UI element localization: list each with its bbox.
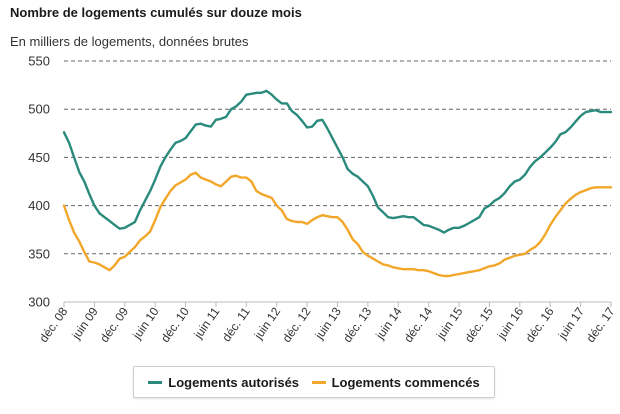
x-tick-label: déc. 13	[340, 304, 374, 345]
x-tick-label: déc. 17	[583, 304, 617, 345]
y-tick-label: 500	[28, 102, 50, 117]
legend-item-commences[interactable]: Logements commencés	[311, 374, 480, 390]
x-tick-label: déc. 14	[401, 304, 435, 345]
legend-swatch-autorises	[148, 380, 163, 384]
chart-legend: Logements autorisés Logements commencés	[133, 366, 495, 398]
legend-item-autorises[interactable]: Logements autorisés	[148, 375, 299, 390]
y-tick-label: 450	[28, 150, 50, 165]
series-line-commences	[62, 171, 613, 278]
y-axis-ticks: 300 350 400 450 500 550	[28, 54, 50, 310]
y-tick-label: 300	[28, 295, 50, 310]
x-tick-label: juin 11	[191, 304, 223, 341]
series-lines	[62, 89, 613, 278]
y-tick-label: 350	[28, 246, 50, 261]
x-tick-label: déc. 12	[280, 304, 314, 345]
x-tick-label: déc. 10	[158, 304, 192, 345]
chart-subtitle: En milliers de logements, données brutes	[10, 34, 249, 49]
grid-lines	[64, 60, 611, 303]
x-tick-label: déc. 09	[97, 304, 131, 345]
x-tick-label: déc. 16	[523, 304, 557, 345]
chart-title: Nombre de logements cumulés sur douze mo…	[10, 5, 302, 20]
y-tick-label: 400	[28, 198, 50, 213]
legend-swatch-commences	[311, 380, 326, 384]
x-tick-label: déc. 08	[36, 304, 70, 345]
x-tick-label: déc. 11	[219, 304, 253, 344]
x-tick-label: déc. 15	[462, 304, 496, 345]
series-line-autorises	[62, 89, 613, 234]
y-tick-label: 550	[28, 54, 50, 69]
legend-label-autorises: Logements autorisés	[168, 374, 300, 390]
legend-label-commences: Logements commencés	[331, 374, 480, 390]
